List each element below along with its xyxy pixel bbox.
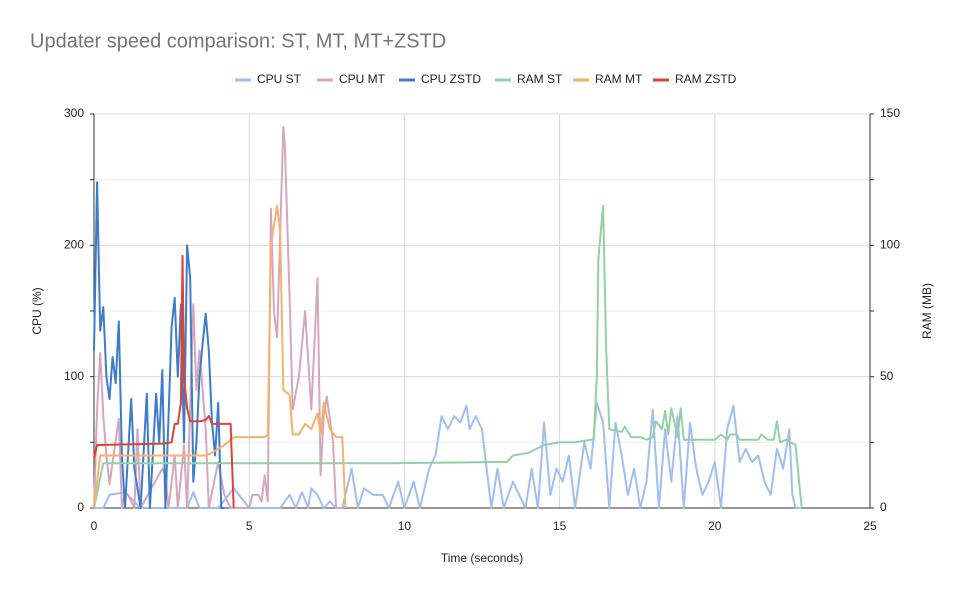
series-line [93, 204, 347, 509]
legend-label: CPU ST [257, 72, 302, 86]
x-tick-label: 0 [91, 519, 98, 533]
legend-label: RAM ZSTD [675, 72, 737, 86]
y2-tick-label: 0 [880, 500, 887, 514]
x-tick-label: 10 [398, 519, 412, 533]
series-line [93, 204, 803, 509]
x-tick-label: 20 [708, 519, 722, 533]
y2-tick-label: 150 [880, 106, 900, 120]
series-line [93, 254, 235, 509]
legend-label: CPU ZSTD [421, 72, 481, 86]
x-tick-label: 15 [553, 519, 567, 533]
chart-title: Updater speed comparison: ST, MT, MT+ZST… [30, 30, 446, 52]
y-tick-label: 100 [64, 369, 84, 383]
x-tick-label: 25 [863, 519, 877, 533]
legend-label: RAM ST [517, 72, 563, 86]
y-tick-label: 300 [64, 106, 84, 120]
series-line [93, 126, 343, 509]
y-axis-label: CPU (%) [30, 287, 44, 334]
y-tick-label: 0 [77, 500, 84, 514]
x-tick-label: 5 [246, 519, 253, 533]
legend-label: RAM MT [595, 72, 643, 86]
legend-label: CPU MT [339, 72, 386, 86]
y2-tick-label: 50 [880, 369, 894, 383]
y2-tick-label: 100 [880, 238, 900, 252]
y-tick-label: 200 [64, 238, 84, 252]
y2-axis-label: RAM (MB) [920, 283, 934, 339]
series-line [93, 181, 225, 509]
series-line [94, 401, 802, 509]
x-axis-label: Time (seconds) [441, 551, 523, 565]
